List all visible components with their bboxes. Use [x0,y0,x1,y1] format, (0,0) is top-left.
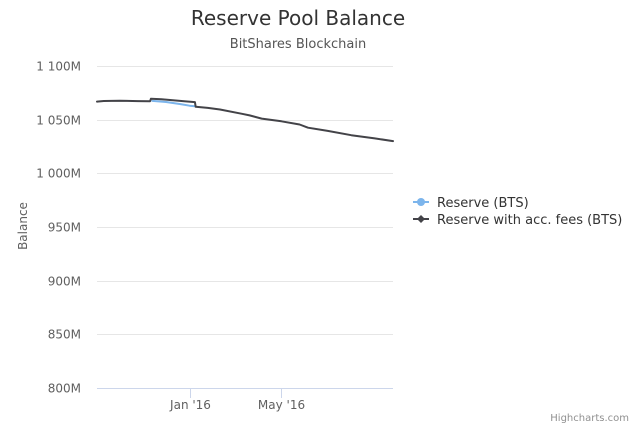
series-line-reserve [151,99,196,108]
legend-item-reserve-with-fees[interactable]: Reserve with acc. fees (BTS) [413,213,622,228]
x-tick-label: May '16 [258,398,305,412]
legend-marker-diamond-icon [417,215,425,223]
y-tick-label: 1 000M [36,167,81,181]
y-grid [97,66,393,335]
y-tick-label: 950M [48,221,81,235]
legend-marker-circle-icon [417,198,425,206]
credits-link[interactable]: Highcharts.com [550,413,629,424]
y-tick-label: 1 100M [36,60,81,74]
y-tick-label: 850M [48,328,81,342]
chart-subtitle: BitShares Blockchain [230,37,366,52]
x-tick-label: Jan '16 [169,398,211,412]
y-tick-label: 900M [48,275,81,289]
legend-label-reserve-with-fees: Reserve with acc. fees (BTS) [437,213,622,228]
y-tick-label: 800M [48,382,81,396]
y-axis-labels: 800M 850M 900M 950M 1 000M 1 050M 1 100M [36,60,81,396]
legend-item-reserve[interactable]: Reserve (BTS) [413,196,529,211]
legend[interactable]: Reserve (BTS) Reserve with acc. fees (BT… [413,196,622,228]
legend-label-reserve: Reserve (BTS) [437,196,529,211]
y-tick-label: 1 050M [36,114,81,128]
y-axis-title: Balance [16,202,30,250]
series-line-reserve-with-fees [96,97,394,143]
plot-area [96,97,394,143]
chart-title: Reserve Pool Balance [191,6,405,30]
x-axis-labels: Jan '16 May '16 [169,388,305,412]
